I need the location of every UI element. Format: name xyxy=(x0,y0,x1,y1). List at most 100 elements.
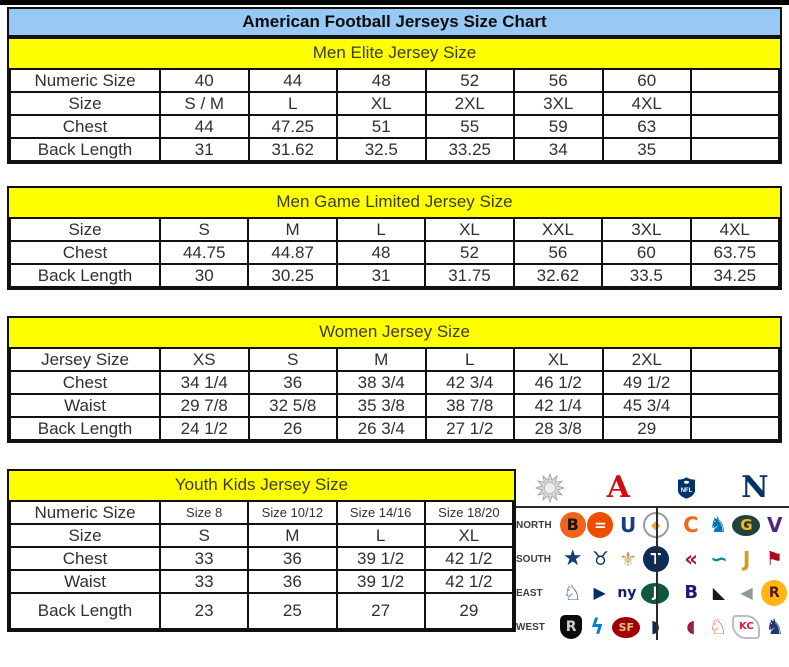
svg-text:NFL: NFL xyxy=(681,488,693,494)
value-cell: 3XL xyxy=(601,217,692,242)
giants-logo: ny xyxy=(617,585,637,601)
table-row: Back Length 24 1/2 26 26 3/4 27 1/2 28 3/8 29 xyxy=(9,416,780,441)
value-cell: 63 xyxy=(601,114,692,139)
value-cell: 42 3/4 xyxy=(424,370,515,395)
value-cell: S / M xyxy=(159,91,250,116)
redskins-logo: R xyxy=(761,580,788,606)
afc-north-teams: B=U◆ xyxy=(558,512,671,538)
row-label-cell: Back Length xyxy=(9,592,161,630)
value-cell xyxy=(690,68,780,93)
value-cell xyxy=(690,370,780,395)
value-cell: Size 14/16 xyxy=(335,500,426,525)
row-label-cell: Size xyxy=(9,523,161,548)
value-cell xyxy=(690,114,780,139)
value-cell: 34 1/4 xyxy=(159,370,250,395)
bills-logo: ♘ xyxy=(562,580,582,605)
value-cell: XL xyxy=(423,523,515,548)
value-cell: 26 xyxy=(247,416,338,441)
women-table: Jersey Size XS S M L XL 2XL Chest 34 1/4 36 38 3/4… xyxy=(9,347,780,441)
raiders-logo: R xyxy=(560,615,583,639)
value-cell: 33.25 xyxy=(424,137,515,162)
logos-rows: NORTHB=U◆C♞GVSOUTH★♉⚜T«∽J⚑EAST♘▶nyJB◣◀RW… xyxy=(516,508,789,644)
value-cell: 48 xyxy=(336,68,427,93)
cowboys-logo: ★ xyxy=(562,546,583,571)
value-cell: 34.25 xyxy=(689,263,781,288)
value-cell: M xyxy=(247,217,338,242)
men-elite-table-header: Men Elite Jersey Size xyxy=(9,39,780,68)
table-row: Back Length 30 30.25 31 31.75 32.62 33.5 34.25 xyxy=(9,263,781,288)
table-row: Chest 33 36 39 1/2 42 1/2 xyxy=(9,546,515,571)
value-cell: 33 xyxy=(158,546,250,571)
youth-kids-table: Numeric Size Size 8 Size 10/12 Size 14/16 Si… xyxy=(9,500,515,630)
value-cell: 26 3/4 xyxy=(336,416,427,441)
jets-logo: J xyxy=(641,582,670,604)
value-cell: 52 xyxy=(424,68,515,93)
value-cell: 32.5 xyxy=(336,137,427,162)
value-cell: 32 5/8 xyxy=(247,393,338,418)
men-game-limited-table-header: Men Game Limited Jersey Size xyxy=(9,188,780,217)
nfc-north-teams: C ♞ G V xyxy=(677,512,789,538)
table-row: Back Length 23 25 27 29 xyxy=(9,592,515,630)
value-cell: 47.25 xyxy=(247,114,338,139)
division-row: NORTH B=U◆ C ♞GV xyxy=(516,508,789,542)
value-cell: L xyxy=(247,91,338,116)
value-cell: M xyxy=(247,523,338,548)
broncos-logo: ♘ xyxy=(708,614,728,639)
row-label-cell: Back Length xyxy=(9,416,161,441)
value-cell: Size 10/12 xyxy=(247,500,338,525)
cardinals-logo: ◖ xyxy=(686,616,696,637)
division-row: SOUTH ★ ♉ ⚜T « ∽ J ⚑ xyxy=(516,542,789,576)
seahawks-logo: ◗ xyxy=(642,614,668,640)
logos-header-row: A NFL N xyxy=(516,470,789,508)
value-cell: 36 xyxy=(247,370,338,395)
value-cell: 48 xyxy=(335,240,427,265)
value-cell: 46 1/2 xyxy=(513,370,604,395)
youth-kids-table-header: Youth Kids Jersey Size xyxy=(9,471,514,500)
value-cell: 60 xyxy=(601,68,692,93)
table-row: Chest 34 1/4 36 38 3/4 42 3/4 46 1/2 49 1/2 xyxy=(9,370,780,395)
value-cell: 29 xyxy=(423,592,515,630)
women-table-header: Women Jersey Size xyxy=(9,318,780,347)
value-cell: 2XL xyxy=(424,91,515,116)
afc-west-teams: Rϟ SF◗ xyxy=(558,614,671,640)
value-cell: 31.75 xyxy=(424,263,515,288)
women-table-block: Women Jersey Size Jersey Size XS S M L XL 2XL C… xyxy=(7,316,782,443)
table-row: Back Length 31 31.62 32.5 33.25 34 35 xyxy=(9,137,780,162)
chiefs-logo: KC xyxy=(732,615,761,639)
vikings-logo: V xyxy=(766,513,783,537)
men-game-limited-table: Size S M L XL XXL 3XL 4XL Chest 44.75 44.87 48 52 56 6… xyxy=(9,217,781,288)
value-cell: 27 xyxy=(335,592,426,630)
value-cell: 40 xyxy=(159,68,250,93)
jaguars-logo: J xyxy=(742,547,751,571)
division-label: NORTH xyxy=(516,519,552,531)
table-row: Waist 29 7/8 32 5/8 35 3/8 38 7/8 42 1/4 45 3/… xyxy=(9,393,780,418)
value-cell: 34 xyxy=(513,137,604,162)
value-cell xyxy=(690,91,780,116)
division-row: WEST Rϟ SF◗ ◖ ♘KC♞ xyxy=(516,610,789,644)
men-elite-table: Numeric Size 40 44 48 52 56 60 Size S / M L XL 2XL 3… xyxy=(9,68,780,162)
sun-starburst-icon xyxy=(516,473,584,503)
table-row: Numeric Size 40 44 48 52 56 60 xyxy=(9,68,780,93)
value-cell: S xyxy=(158,523,250,548)
value-cell: 32.62 xyxy=(512,263,604,288)
value-cell: 44 xyxy=(159,114,250,139)
value-cell xyxy=(690,416,780,441)
nfc-west-teams: ◖ ♘ KC ♞ xyxy=(677,614,789,640)
division-label: WEST xyxy=(516,621,545,633)
row-label-cell: Jersey Size xyxy=(9,347,161,372)
value-cell: 29 xyxy=(601,416,692,441)
saints-logo: ⚜ xyxy=(619,547,638,571)
value-cell: 36 xyxy=(247,569,338,594)
value-cell: 24 1/2 xyxy=(159,416,250,441)
value-cell: 39 1/2 xyxy=(335,546,426,571)
value-cell: 29 7/8 xyxy=(159,393,250,418)
value-cell: 55 xyxy=(424,114,515,139)
value-cell: 51 xyxy=(336,114,427,139)
page-title: American Football Jerseys Size Chart xyxy=(7,7,782,37)
table-row: Jersey Size XS S M L XL 2XL xyxy=(9,347,780,372)
value-cell: S xyxy=(158,217,250,242)
value-cell: 25 xyxy=(247,592,338,630)
afc-east-teams: ♘ ▶ nyJ xyxy=(558,580,671,606)
value-cell: XS xyxy=(159,347,250,372)
nfl-logos-panel: A NFL N NORTHB=U◆C♞GVSOUTH★♉⚜T«∽J⚑EAST♘▶… xyxy=(516,469,789,644)
